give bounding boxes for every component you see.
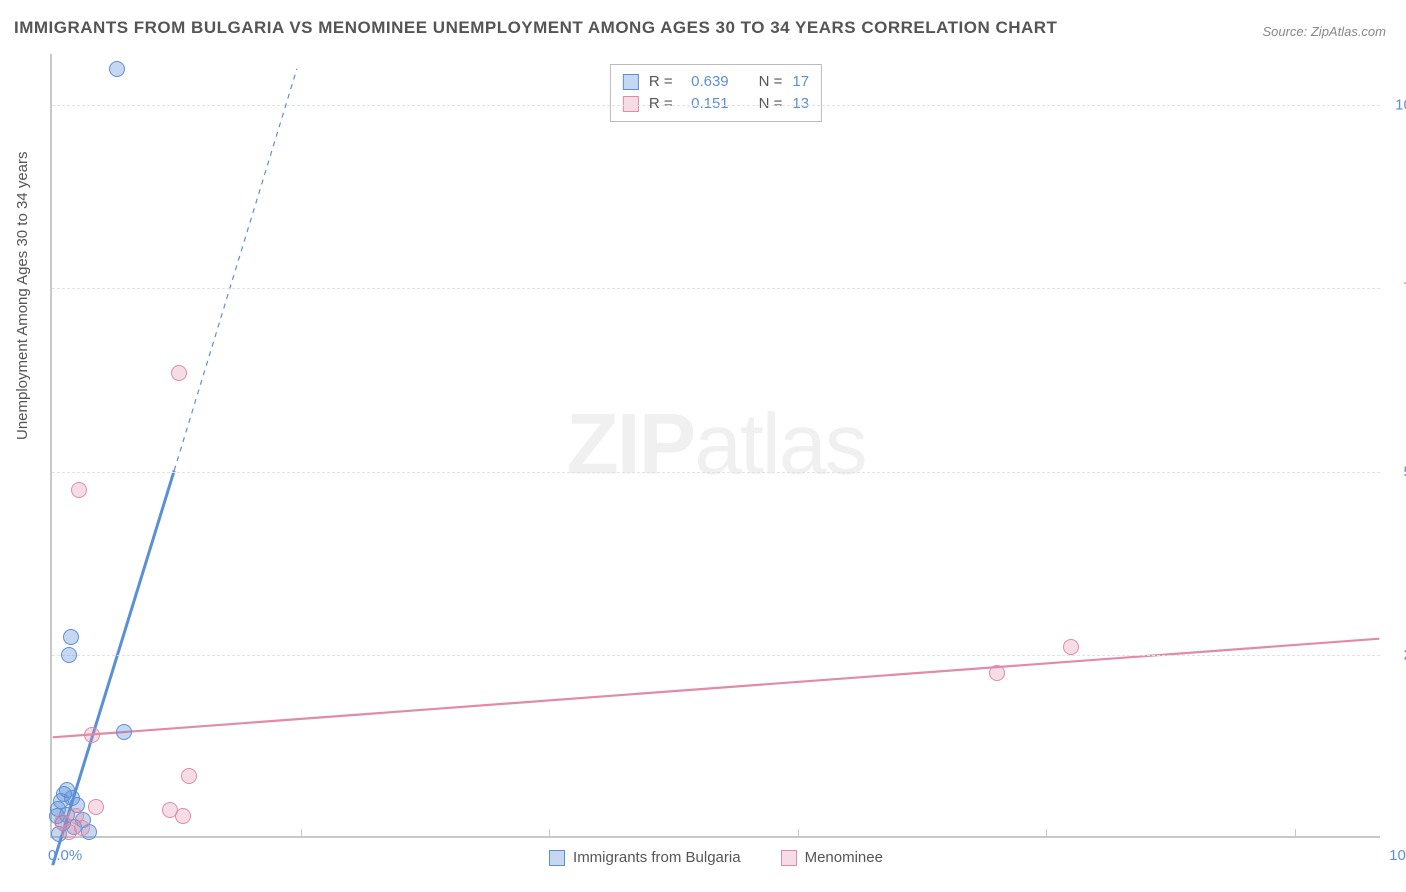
swatch-menominee [623,96,639,112]
chart-title: IMMIGRANTS FROM BULGARIA VS MENOMINEE UN… [14,18,1057,38]
trend-lines [52,54,1380,836]
n-value-menominee: 13 [792,93,809,115]
y-axis-label: Unemployment Among Ages 30 to 34 years [14,151,31,440]
plot-area: ZIPatlas R = 0.639 N = 17 R = 0.151 N = … [50,54,1380,838]
legend-item-menominee: Menominee [781,849,883,866]
data-point-bulgaria [63,629,79,645]
source-label: Source: ZipAtlas.com [1262,24,1386,39]
data-point-menominee [71,482,87,498]
x-tick [301,829,302,837]
data-point-menominee [175,808,191,824]
n-value-bulgaria: 17 [792,71,809,93]
x-end-label: 100.0% [1389,847,1406,864]
legend-item-bulgaria: Immigrants from Bulgaria [549,849,741,866]
legend-stats: R = 0.639 N = 17 R = 0.151 N = 13 [610,64,822,122]
data-point-menominee [1063,639,1079,655]
data-point-bulgaria [116,724,132,740]
data-point-bulgaria [61,647,77,663]
data-point-menominee [171,365,187,381]
data-point-bulgaria [109,61,125,77]
data-point-menominee [88,799,104,815]
swatch-bulgaria [623,74,639,90]
swatch-menominee-b [781,850,797,866]
y-tick-label: 100.0% [1395,97,1406,114]
series-label-bulgaria: Immigrants from Bulgaria [573,849,741,866]
x-tick [1295,829,1296,837]
legend-stats-row-bulgaria: R = 0.639 N = 17 [623,71,809,93]
x-origin-label: 0.0% [48,847,82,864]
gridline-h [52,288,1380,289]
r-value-menominee: 0.151 [683,93,729,115]
legend-series: Immigrants from Bulgaria Menominee [549,849,883,866]
series-label-menominee: Menominee [805,849,883,866]
data-point-menominee [181,768,197,784]
gridline-h [52,472,1380,473]
x-tick [549,829,550,837]
gridline-h [52,655,1380,656]
data-point-menominee [61,824,77,840]
data-point-menominee [989,665,1005,681]
correlation-chart: IMMIGRANTS FROM BULGARIA VS MENOMINEE UN… [0,0,1406,892]
swatch-bulgaria-b [549,850,565,866]
x-tick [1046,829,1047,837]
gridline-h [52,105,1380,106]
data-point-menominee [84,727,100,743]
x-tick [798,829,799,837]
legend-stats-row-menominee: R = 0.151 N = 13 [623,93,809,115]
r-value-bulgaria: 0.639 [683,71,729,93]
